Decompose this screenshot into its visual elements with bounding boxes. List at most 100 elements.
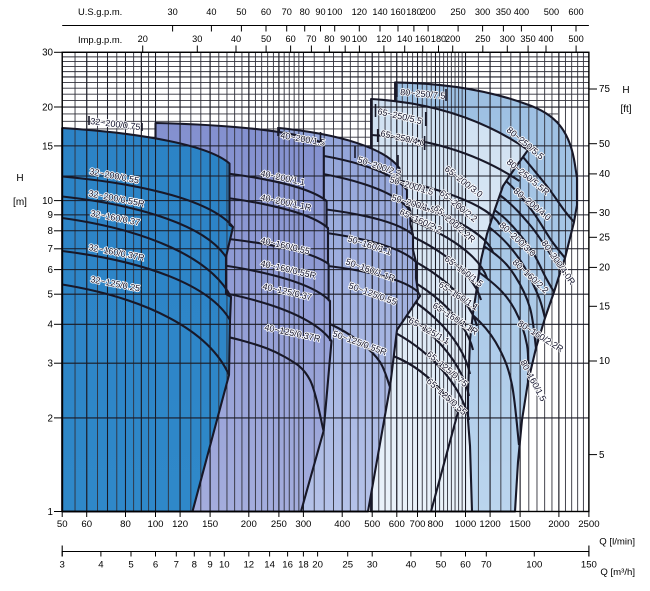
- svg-text:Q [l/min]: Q [l/min]: [599, 537, 635, 548]
- svg-text:20: 20: [599, 263, 610, 274]
- svg-text:150: 150: [581, 560, 597, 571]
- svg-text:30: 30: [192, 34, 202, 44]
- svg-text:25: 25: [599, 233, 610, 244]
- svg-text:7: 7: [48, 244, 53, 255]
- svg-text:600: 600: [389, 519, 405, 530]
- svg-text:120: 120: [352, 7, 367, 17]
- svg-text:25: 25: [342, 560, 353, 571]
- svg-text:90: 90: [315, 7, 325, 17]
- svg-text:100: 100: [526, 560, 542, 571]
- svg-text:6: 6: [153, 560, 158, 571]
- svg-text:250: 250: [450, 7, 465, 17]
- svg-text:H: H: [622, 85, 629, 96]
- svg-text:1: 1: [48, 507, 53, 518]
- svg-text:500: 500: [364, 519, 380, 530]
- svg-text:80: 80: [120, 519, 131, 530]
- svg-text:20: 20: [138, 34, 148, 44]
- svg-text:15: 15: [599, 302, 610, 313]
- svg-text:U.S.g.p.m.: U.S.g.p.m.: [78, 6, 122, 17]
- svg-text:Q [m³/h]: Q [m³/h]: [600, 567, 635, 578]
- svg-text:350: 350: [520, 34, 535, 44]
- svg-text:6: 6: [48, 265, 54, 276]
- svg-text:16: 16: [282, 560, 293, 571]
- svg-text:700: 700: [409, 519, 425, 530]
- svg-text:60: 60: [460, 560, 471, 571]
- svg-text:160: 160: [390, 7, 405, 17]
- svg-text:5: 5: [48, 290, 54, 301]
- svg-text:2500: 2500: [578, 519, 599, 530]
- svg-text:30: 30: [167, 7, 177, 17]
- svg-text:80: 80: [324, 34, 334, 44]
- svg-text:100: 100: [147, 519, 163, 530]
- svg-text:500: 500: [568, 34, 583, 44]
- svg-text:H: H: [16, 173, 23, 184]
- svg-text:400: 400: [514, 7, 529, 17]
- svg-text:2: 2: [48, 413, 53, 424]
- svg-text:1000: 1000: [455, 519, 476, 530]
- svg-text:50: 50: [599, 139, 610, 150]
- svg-text:100: 100: [327, 7, 342, 17]
- svg-text:90: 90: [340, 34, 350, 44]
- svg-text:80: 80: [300, 7, 310, 17]
- svg-text:70: 70: [481, 560, 492, 571]
- svg-text:9: 9: [48, 210, 53, 221]
- svg-text:60: 60: [261, 7, 271, 17]
- svg-text:5: 5: [599, 450, 605, 461]
- svg-text:20: 20: [312, 560, 323, 571]
- svg-text:30: 30: [367, 560, 378, 571]
- svg-text:Imp.g.p.m.: Imp.g.p.m.: [78, 34, 122, 45]
- svg-text:140: 140: [397, 34, 412, 44]
- svg-text:400: 400: [334, 519, 350, 530]
- svg-text:180: 180: [406, 7, 421, 17]
- svg-text:[m]: [m]: [13, 197, 27, 208]
- svg-text:400: 400: [538, 34, 553, 44]
- svg-text:50: 50: [57, 519, 68, 530]
- svg-text:50: 50: [436, 560, 447, 571]
- svg-text:50: 50: [236, 7, 246, 17]
- svg-text:350: 350: [496, 7, 511, 17]
- svg-text:300: 300: [500, 34, 515, 44]
- svg-text:4: 4: [48, 320, 54, 331]
- svg-text:10: 10: [219, 560, 230, 571]
- svg-text:12: 12: [243, 560, 254, 571]
- svg-text:3: 3: [48, 359, 54, 370]
- svg-text:250: 250: [271, 519, 287, 530]
- svg-text:40: 40: [406, 560, 417, 571]
- svg-text:50: 50: [261, 34, 271, 44]
- svg-text:40: 40: [231, 34, 241, 44]
- svg-text:160: 160: [415, 34, 430, 44]
- svg-text:200: 200: [445, 34, 460, 44]
- svg-text:60: 60: [285, 34, 295, 44]
- svg-text:1500: 1500: [509, 519, 530, 530]
- svg-text:120: 120: [172, 519, 188, 530]
- svg-text:70: 70: [282, 7, 292, 17]
- svg-text:80~250/7.5: 80~250/7.5: [400, 87, 446, 101]
- svg-text:3: 3: [60, 560, 65, 571]
- svg-text:120: 120: [376, 34, 391, 44]
- svg-text:140: 140: [372, 7, 387, 17]
- svg-text:2000: 2000: [548, 519, 569, 530]
- svg-text:[ft]: [ft]: [620, 104, 631, 115]
- svg-text:9: 9: [207, 560, 212, 571]
- svg-text:7: 7: [174, 560, 179, 571]
- svg-text:30: 30: [599, 208, 610, 219]
- svg-text:5: 5: [128, 560, 133, 571]
- svg-text:100: 100: [352, 34, 367, 44]
- svg-text:40: 40: [206, 7, 216, 17]
- svg-text:70: 70: [306, 34, 316, 44]
- svg-text:75: 75: [599, 84, 610, 95]
- svg-text:10: 10: [42, 196, 53, 207]
- svg-text:250: 250: [475, 34, 490, 44]
- svg-text:14: 14: [264, 560, 275, 571]
- svg-text:1200: 1200: [479, 519, 500, 530]
- svg-text:20: 20: [42, 102, 53, 113]
- svg-text:60: 60: [81, 519, 92, 530]
- svg-text:180: 180: [431, 34, 446, 44]
- svg-text:300: 300: [295, 519, 311, 530]
- svg-text:15: 15: [42, 141, 53, 152]
- svg-text:8: 8: [48, 226, 54, 237]
- svg-text:4: 4: [98, 560, 104, 571]
- svg-text:200: 200: [420, 7, 435, 17]
- svg-text:10: 10: [599, 356, 610, 367]
- svg-text:30: 30: [42, 48, 53, 59]
